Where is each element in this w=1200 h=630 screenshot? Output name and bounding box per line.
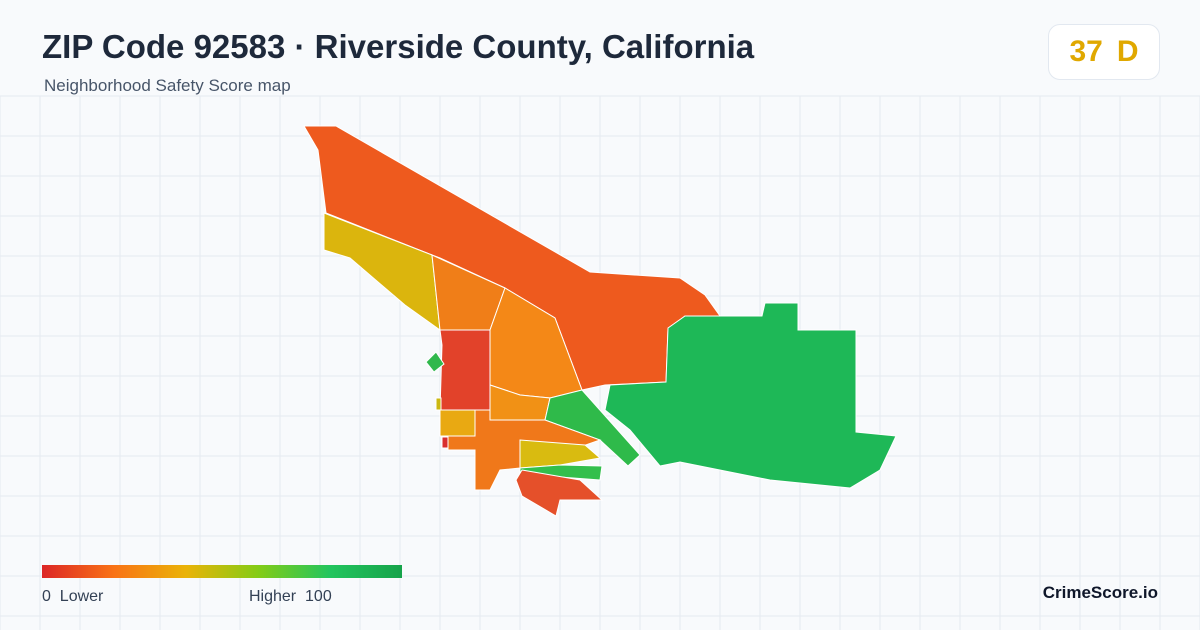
legend-low: 0 Lower xyxy=(42,588,103,606)
brand: CrimeScore.io xyxy=(1042,583,1158,602)
legend-high: Higher 100 xyxy=(249,588,332,606)
area xyxy=(425,351,445,373)
title: ZIP Code 92583 · Riverside County, Calif… xyxy=(42,28,755,65)
score-grade: D xyxy=(1116,35,1139,68)
legend-max: 100 xyxy=(305,588,332,605)
legend-gradient xyxy=(42,565,402,578)
score-value: 37 xyxy=(1069,35,1103,68)
area xyxy=(441,436,449,449)
area xyxy=(439,329,491,411)
area xyxy=(515,469,604,517)
area xyxy=(604,302,897,489)
area xyxy=(439,409,476,437)
area xyxy=(519,439,602,469)
legend-min-label: Lower xyxy=(59,588,104,605)
score-badge: 37 D xyxy=(1048,24,1160,80)
zip-areas xyxy=(303,125,897,517)
legend-max-label: Higher xyxy=(249,588,297,605)
area xyxy=(435,397,442,411)
subtitle: Neighborhood Safety Score map xyxy=(44,76,291,95)
legend-min: 0 xyxy=(42,588,51,605)
